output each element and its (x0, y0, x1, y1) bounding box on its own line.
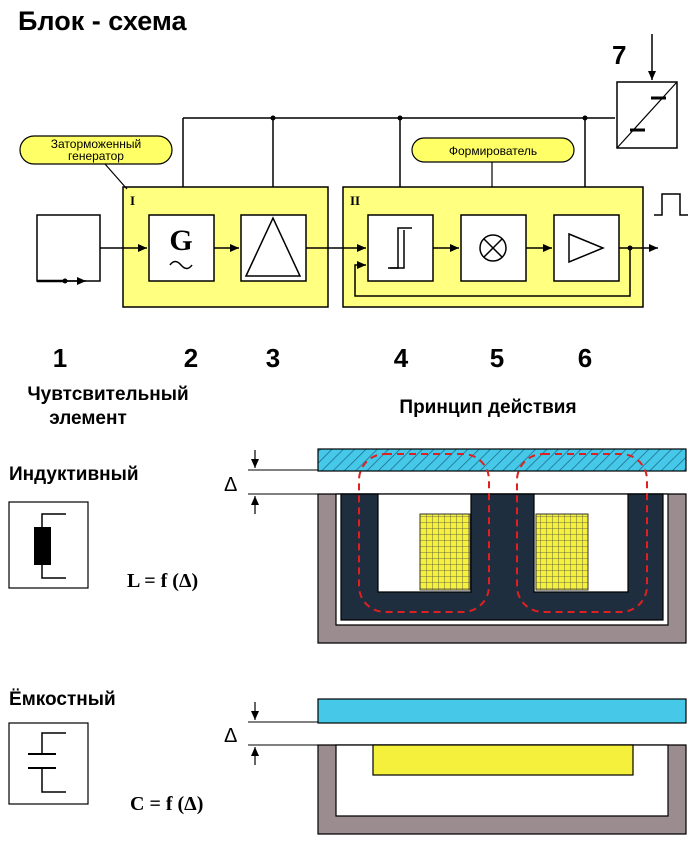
header-sensitive-element-line1: Чувтсвительный (27, 384, 188, 405)
callout-generator-line2: генератор (68, 149, 124, 163)
capacitive-principle-drawing (317, 698, 687, 835)
inductive-gap-dimension (248, 450, 318, 514)
capacitive-gap-dimension (248, 702, 318, 765)
callout-shaper-text: Формирователь (449, 144, 537, 158)
inductive-gap-label: Δ (224, 474, 237, 496)
label-5: 5 (490, 343, 504, 373)
amplifier-block (240, 214, 307, 282)
inductor-symbol (8, 501, 89, 589)
capacitive-formula: C = f (Δ) (130, 793, 203, 815)
mixer-block (460, 214, 527, 282)
inductive-formula: L = f (Δ) (127, 570, 198, 592)
label-1: 1 (53, 343, 67, 373)
inductive-principle-drawing (317, 448, 687, 644)
header-principle: Принцип действия (399, 397, 576, 418)
inductive-label: Индуктивный (9, 464, 139, 485)
label-2: 2 (184, 343, 198, 373)
generator-symbol: G (169, 224, 192, 257)
group-I-label: I (130, 193, 135, 208)
header-sensitive-element-line2: элемент (49, 408, 127, 429)
group-II-label: II (350, 193, 360, 208)
label-3: 3 (266, 343, 280, 373)
label-6: 6 (578, 343, 592, 373)
generator-block: G (148, 214, 215, 282)
sensor-block (36, 214, 101, 285)
callout-shaper (411, 137, 575, 163)
label-7: 7 (612, 40, 626, 70)
capacitor-symbol (8, 722, 89, 805)
output-amplifier-block (553, 214, 620, 282)
page-title: Блок - схема (18, 6, 187, 36)
trigger-block (367, 214, 434, 282)
block-diagram: 7 I II Заторможенный генератор Формирова… (19, 34, 688, 308)
capacitive-label: Ёмкостный (9, 689, 116, 710)
label-4: 4 (394, 343, 409, 373)
capacitive-gap-label: Δ (224, 725, 237, 747)
power-supply-block (616, 34, 678, 149)
callout-generator (19, 135, 173, 165)
callout-generator-line1: Заторможенный (51, 137, 141, 151)
output-pulse-icon (654, 193, 688, 216)
